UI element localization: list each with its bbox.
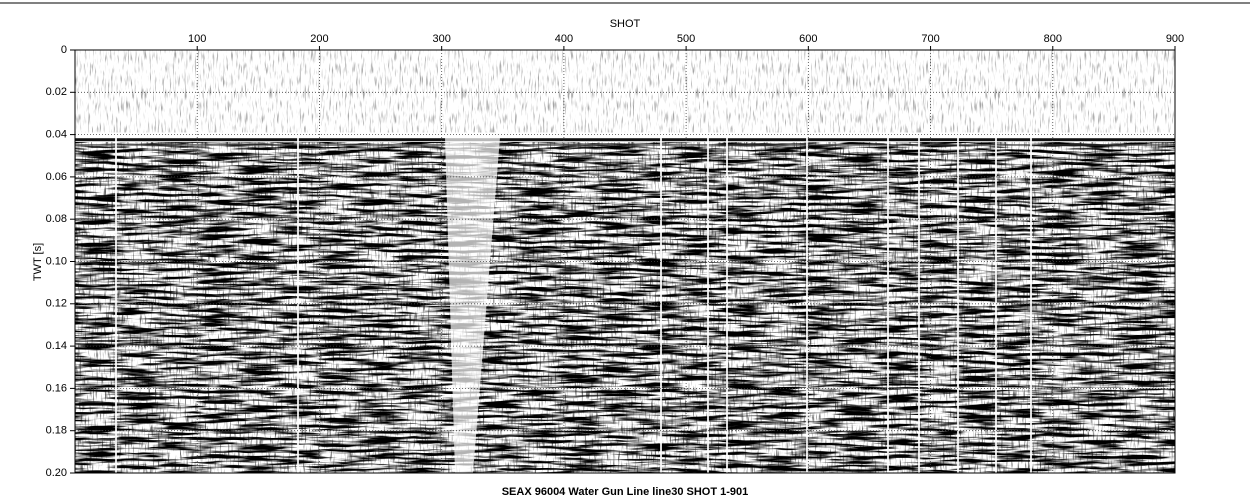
x-tick-label: 800 bbox=[1044, 33, 1062, 45]
plot-area bbox=[75, 50, 1175, 474]
seabed-reflector bbox=[75, 138, 1175, 142]
y-tick-label: 0.06 bbox=[46, 171, 67, 183]
y-tick-label: 0.16 bbox=[46, 382, 67, 394]
y-axis-label: TWT [s] bbox=[32, 243, 44, 281]
trace-gap bbox=[115, 137, 117, 474]
water-noise bbox=[75, 50, 1175, 133]
trace-gap bbox=[660, 137, 662, 474]
trace-gap bbox=[957, 137, 959, 474]
y-tick-label: 0.14 bbox=[46, 340, 67, 352]
y-tick-label: 0.08 bbox=[46, 213, 67, 225]
chart-title: SEAX 96004 Water Gun Line line30 SHOT 1-… bbox=[502, 486, 749, 498]
x-tick-label: 600 bbox=[799, 33, 817, 45]
y-tick-label: 0.18 bbox=[46, 425, 67, 437]
noise-gap bbox=[445, 137, 500, 474]
y-tick-label: 0.04 bbox=[46, 129, 67, 141]
y-tick-label: 0.20 bbox=[46, 467, 67, 479]
trace-gap bbox=[726, 137, 728, 474]
x-tick-label: 300 bbox=[432, 33, 450, 45]
trace-gap bbox=[297, 137, 299, 474]
y-tick-label: 0.10 bbox=[46, 255, 67, 267]
y-tick-label: 0.02 bbox=[46, 86, 67, 98]
seabed-reflector-2 bbox=[75, 144, 1175, 146]
sediment-texture-fine bbox=[75, 142, 1175, 474]
trace-gap bbox=[887, 137, 889, 474]
trace-gap bbox=[707, 137, 709, 474]
plot-frame bbox=[74, 49, 1176, 474]
x-tick-label: 100 bbox=[188, 33, 206, 45]
trace-gap bbox=[1030, 137, 1032, 474]
x-axis-label: SHOT bbox=[610, 18, 641, 30]
x-tick-label: 500 bbox=[677, 33, 695, 45]
x-tick-label: 900 bbox=[1166, 33, 1184, 45]
y-tick-label: 0 bbox=[61, 44, 67, 56]
x-tick-label: 200 bbox=[310, 33, 328, 45]
trace-gap bbox=[918, 137, 920, 474]
x-tick-label: 400 bbox=[555, 33, 573, 45]
x-tick-label: 700 bbox=[921, 33, 939, 45]
trace-gap bbox=[806, 137, 808, 474]
y-tick-label: 0.12 bbox=[46, 298, 67, 310]
trace-gap bbox=[995, 137, 997, 474]
